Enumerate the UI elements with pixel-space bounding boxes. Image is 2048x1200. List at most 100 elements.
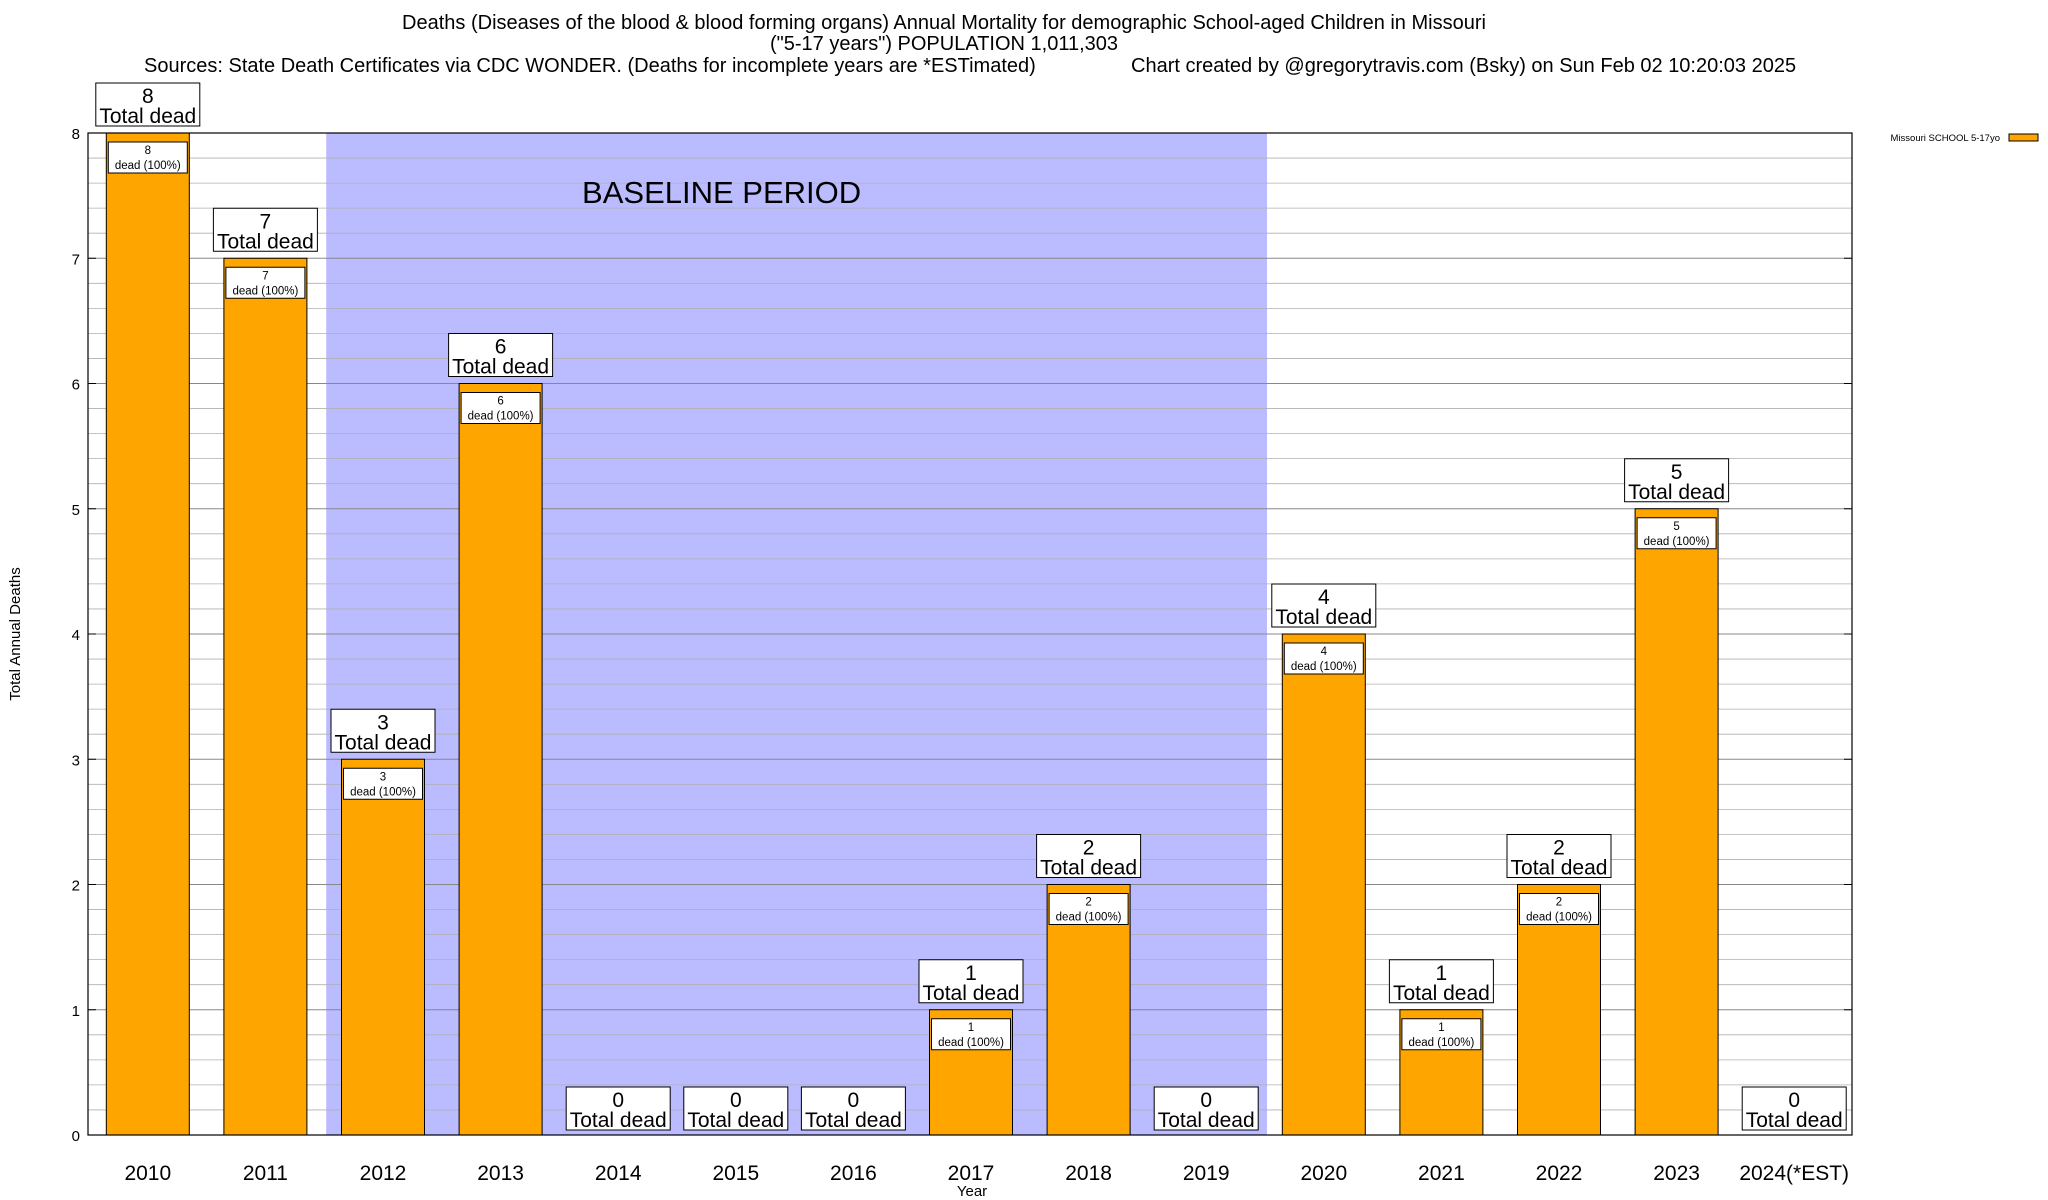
x-tick-label: 2013 bbox=[477, 1162, 524, 1185]
y-tick-label: 0 bbox=[72, 1128, 80, 1145]
total-count-label: 1 bbox=[965, 962, 977, 985]
bar-inner-count: 7 bbox=[262, 270, 268, 282]
x-tick-label: 2016 bbox=[830, 1162, 877, 1185]
total-dead-label: Total dead bbox=[1158, 1109, 1255, 1132]
legend-label: Missouri SCHOOL 5-17yo bbox=[1891, 133, 2000, 144]
total-label-box bbox=[1036, 834, 1142, 878]
bar bbox=[223, 257, 308, 1136]
x-tick-label: 2019 bbox=[1183, 1162, 1230, 1185]
x-axis-title: Year bbox=[957, 1183, 987, 1200]
total-label-box bbox=[565, 1086, 671, 1131]
bar-inner-count: 1 bbox=[968, 1022, 974, 1034]
bar-inner-percent: dead (100%) bbox=[468, 411, 534, 423]
total-label-box bbox=[1741, 1086, 1847, 1131]
total-label-box bbox=[1271, 583, 1377, 628]
total-dead-label: Total dead bbox=[217, 230, 314, 253]
total-label-box bbox=[212, 207, 318, 252]
y-tick-label: 3 bbox=[72, 752, 80, 769]
bar-inner-percent: dead (100%) bbox=[1291, 661, 1357, 673]
bar-inner-label-box bbox=[460, 392, 541, 424]
x-tick-label: 2011 bbox=[243, 1162, 288, 1185]
total-count-label: 5 bbox=[1671, 461, 1683, 484]
y-tick-label: 4 bbox=[72, 627, 80, 644]
bar-inner-percent: dead (100%) bbox=[938, 1037, 1004, 1049]
x-tick-label: 2018 bbox=[1065, 1162, 1112, 1185]
bar-inner-percent: dead (100%) bbox=[350, 786, 416, 798]
total-count-label: 6 bbox=[495, 336, 507, 359]
total-count-label: 0 bbox=[612, 1089, 624, 1112]
bar bbox=[458, 383, 543, 1136]
total-count-label: 3 bbox=[377, 711, 389, 734]
total-label-box bbox=[1624, 458, 1730, 503]
bar-inner-count: 8 bbox=[145, 145, 151, 157]
total-dead-label: Total dead bbox=[1040, 857, 1137, 880]
total-label-box bbox=[1388, 959, 1494, 1004]
bar-inner-label-box bbox=[1283, 642, 1364, 675]
y-axis-title: Total Annual Deaths bbox=[7, 567, 24, 700]
bar-inner-percent: dead (100%) bbox=[1408, 1037, 1474, 1049]
bar-inner-label-box bbox=[1519, 893, 1599, 925]
total-dead-label: Total dead bbox=[99, 105, 196, 128]
bar-inner-count: 2 bbox=[1556, 897, 1562, 909]
chart-sources: Sources: State Death Certificates via CD… bbox=[144, 55, 1036, 77]
total-count-label: 0 bbox=[1200, 1089, 1212, 1112]
bar-inner-label-box bbox=[1401, 1018, 1482, 1051]
bar-inner-label-box bbox=[225, 266, 306, 299]
bar-inner-percent: dead (100%) bbox=[1056, 912, 1122, 924]
total-dead-label: Total dead bbox=[1746, 1109, 1843, 1132]
bar-inner-label-box bbox=[343, 767, 423, 800]
bar-inner-percent: dead (100%) bbox=[1644, 536, 1710, 548]
bar-inner-label-box bbox=[107, 141, 188, 174]
bar bbox=[1281, 633, 1366, 1136]
bar-inner-count: 4 bbox=[1321, 646, 1328, 658]
bar bbox=[341, 758, 425, 1136]
total-label-box bbox=[448, 333, 554, 377]
bar-inner-count: 5 bbox=[1673, 521, 1679, 533]
bar-inner-percent: dead (100%) bbox=[115, 160, 181, 172]
chart-title: Deaths (Diseases of the blood & blood fo… bbox=[402, 12, 1486, 34]
bar-inner-count: 1 bbox=[1438, 1022, 1444, 1034]
total-dead-label: Total dead bbox=[923, 982, 1020, 1005]
total-count-label: 1 bbox=[1436, 962, 1448, 985]
x-tick-label: 2015 bbox=[712, 1162, 759, 1185]
bar-inner-count: 3 bbox=[380, 771, 386, 783]
total-count-label: 0 bbox=[730, 1089, 742, 1112]
y-tick-label: 8 bbox=[72, 126, 80, 143]
total-dead-label: Total dead bbox=[452, 356, 549, 379]
total-dead-label: Total dead bbox=[1628, 481, 1725, 504]
x-tick-label: 2014 bbox=[595, 1162, 642, 1185]
bar-inner-percent: dead (100%) bbox=[232, 285, 298, 297]
x-tick-label: 2012 bbox=[360, 1162, 407, 1185]
bar bbox=[1517, 884, 1601, 1136]
y-tick-label: 1 bbox=[72, 1003, 80, 1020]
bar bbox=[1634, 508, 1719, 1136]
total-label-box bbox=[1153, 1086, 1259, 1131]
total-label-box bbox=[918, 959, 1024, 1004]
bar-inner-label-box bbox=[1048, 893, 1129, 925]
total-dead-label: Total dead bbox=[805, 1109, 902, 1132]
legend-swatch bbox=[2008, 133, 2039, 142]
chart-credit: Chart created by @gregorytravis.com (Bsk… bbox=[1131, 55, 1797, 77]
total-label-box bbox=[683, 1086, 789, 1131]
bar-inner-percent: dead (100%) bbox=[1526, 912, 1592, 924]
total-count-label: 4 bbox=[1318, 586, 1330, 609]
total-count-label: 7 bbox=[260, 210, 272, 233]
total-count-label: 8 bbox=[142, 85, 154, 108]
baseline-period-label: BASELINE PERIOD bbox=[582, 175, 861, 210]
y-tick-label: 2 bbox=[72, 878, 80, 895]
total-label-box bbox=[800, 1086, 906, 1131]
total-dead-label: Total dead bbox=[1511, 857, 1608, 880]
total-dead-label: Total dead bbox=[1393, 982, 1490, 1005]
total-dead-label: Total dead bbox=[1275, 606, 1372, 629]
total-label-box bbox=[1506, 834, 1612, 878]
total-dead-label: Total dead bbox=[570, 1109, 667, 1132]
x-tick-label: 2022 bbox=[1536, 1162, 1583, 1185]
x-tick-label: 2021 bbox=[1418, 1162, 1465, 1185]
x-tick-label: 2017 bbox=[948, 1162, 995, 1185]
bar-inner-count: 6 bbox=[497, 396, 503, 408]
bar-inner-label-box bbox=[1636, 517, 1717, 550]
total-count-label: 2 bbox=[1553, 837, 1565, 860]
bar-inner-label-box bbox=[931, 1018, 1011, 1051]
x-tick-label: 2023 bbox=[1653, 1162, 1700, 1185]
